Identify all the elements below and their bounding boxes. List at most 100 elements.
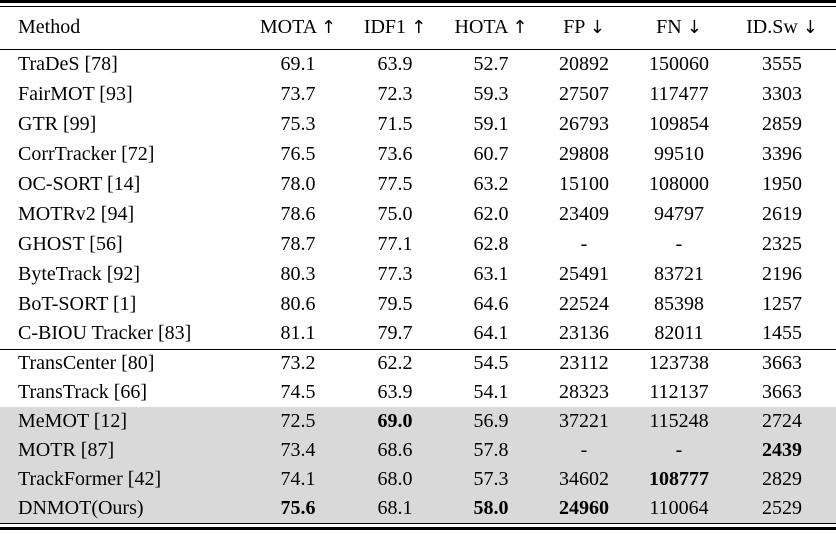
metric-cell: 68.0 [346,465,444,494]
table-row: TransTrack [66] 74.5 63.9 54.1 28323 112137 36… [0,378,836,407]
metric-cell: 109854 [649,112,709,135]
metric-cell: 23112 [559,352,609,375]
metric-cell: 73.2 [280,352,316,375]
metric-cell: 77.1 [377,232,413,255]
method-cell: MOTR [87] [0,436,250,465]
table-row: ByteTrack [92] 80.3 77.3 63.1 25491 83721 2196 [0,259,836,289]
metric-cell: 26793 [559,112,609,135]
results-table: Method MOTA ↑ IDF1 ↑ HOTA ↑ FP ↓ FN ↓ ID.Sw ↓ … [0,7,836,523]
metric-cell: 99510 [654,142,704,165]
metric-cell: 108777 [630,465,728,494]
metric-cell: 37221 [538,407,630,436]
table-row: GHOST [56] 78.7 77.1 62.8 - - 2325 [0,229,836,259]
metric-cell: 2619 [762,202,802,225]
method-cell: DNMOT(Ours) [0,494,250,523]
metric-cell: 54.1 [473,381,509,403]
method-cell: FairMOT [93] [18,82,133,105]
metric-cell: 73.6 [377,142,413,165]
metric-cell: 62.8 [473,232,509,255]
metric-cell: 79.7 [377,322,413,345]
metric-cell: 54.5 [473,352,509,375]
metric-cell: 123738 [649,352,709,375]
metric-cell: 1950 [762,172,802,195]
metric-cell: 23409 [559,202,609,225]
metric-cell: 57.3 [444,465,538,494]
metric-cell: 81.1 [280,322,316,345]
metric-cell: 75.3 [280,112,316,135]
metric-cell: 77.5 [377,172,413,195]
metric-cell: 1257 [762,292,802,315]
arrow-up-icon: ↑ [411,17,427,39]
metric-cell: 62.2 [377,352,413,375]
column-label: IDF1 [363,16,407,39]
method-cell: BoT-SORT [1] [18,292,137,315]
metric-cell: 2325 [762,232,802,255]
method-cell: C-BIOU Tracker [83] [18,322,192,345]
table-row: TraDeS [78] 69.1 63.9 52.7 20892 150060 3555 [0,49,836,79]
metric-cell: 2529 [728,494,836,523]
metric-cell: 72.5 [250,407,346,436]
metric-cell: 76.5 [280,142,316,165]
metric-cell: 2196 [762,262,802,285]
metric-cell: 83721 [654,262,704,285]
method-cell: TrackFormer [42] [0,465,250,494]
metric-cell: - [538,436,630,465]
method-cell: MOTRv2 [94] [18,202,135,225]
table-row: C-BIOU Tracker [83] 81.1 79.7 64.1 23136 8201… [0,319,836,349]
method-cell: OC-SORT [14] [18,172,141,195]
method-cell: TraDeS [78] [18,52,118,75]
metric-cell: 1455 [762,322,802,345]
bottom-rule-thin [0,523,836,524]
metric-cell: 63.9 [377,381,413,403]
metric-cell: 28323 [559,381,609,403]
table-row: CorrTracker [72] 76.5 73.6 60.7 29808 99510 33… [0,139,836,169]
metric-cell: 57.8 [444,436,538,465]
column-header: IDF1 ↑ [346,7,444,50]
metric-cell: 108000 [649,172,709,195]
metric-cell: 94797 [654,202,704,225]
arrow-down-icon: ↓ [802,17,818,39]
metric-cell: 58.0 [444,494,538,523]
metric-cell: 63.2 [473,172,509,195]
metric-cell: 59.3 [473,82,509,105]
metric-cell: - [630,436,728,465]
column-header: FP ↓ [538,7,630,50]
metric-cell: 77.3 [377,262,413,285]
table-row: MOTRv2 [94] 78.6 75.0 62.0 23409 94797 2619 [0,199,836,229]
metric-cell: 68.1 [346,494,444,523]
metric-cell: 2859 [762,112,802,135]
arrow-up-icon: ↑ [512,17,528,39]
bottom-rule-thick [0,527,836,530]
metric-cell: 15100 [559,172,609,195]
metric-cell: 29808 [559,142,609,165]
metric-cell: 3663 [762,381,802,403]
metric-cell: 2724 [728,407,836,436]
metric-cell: 117477 [649,82,709,105]
top-rule-thick [0,0,836,3]
metric-cell: 52.7 [473,52,509,75]
metric-cell: 80.3 [280,262,316,285]
arrow-down-icon: ↓ [589,17,605,39]
metric-cell: 110064 [630,494,728,523]
metric-cell: 115248 [630,407,728,436]
header-row: Method MOTA ↑ IDF1 ↑ HOTA ↑ FP ↓ FN ↓ ID.Sw ↓ [0,7,836,50]
column-label: MOTA [259,16,317,39]
column-label: Method [18,16,81,39]
method-cell: CorrTracker [72] [18,142,155,165]
table-row: TransCenter [80] 73.2 62.2 54.5 23112 123738 3… [0,349,836,378]
metric-cell: 25491 [559,262,609,285]
metric-cell: 75.6 [250,494,346,523]
metric-cell: 23136 [559,322,609,345]
table-row: MeMOT [12] 72.5 69.0 56.9 37221 115248 2724 [0,407,836,436]
metric-cell: 75.0 [377,202,413,225]
metric-cell: 85398 [654,292,704,315]
metric-cell: 72.3 [377,82,413,105]
metric-cell: 74.1 [250,465,346,494]
metric-cell: 59.1 [473,112,509,135]
section-transformer-trackers: TransCenter [80] 73.2 62.2 54.5 23112 123738 3… [0,349,836,523]
metric-cell: 64.1 [473,322,509,345]
metric-cell: 112137 [649,381,709,403]
metric-cell: - [580,232,588,255]
metric-cell: 3555 [762,52,802,75]
